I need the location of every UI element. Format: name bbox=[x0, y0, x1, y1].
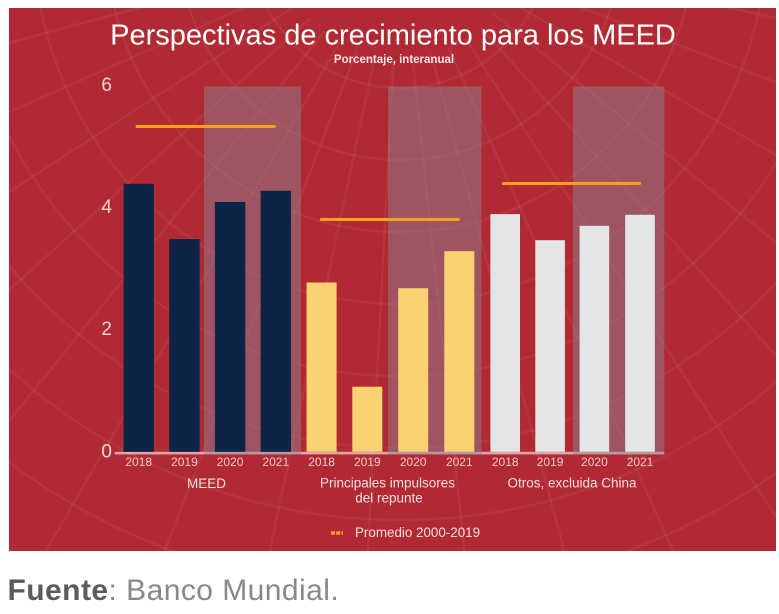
svg-text:2021: 2021 bbox=[627, 455, 654, 469]
svg-text:Porcentaje, interanual: Porcentaje, interanual bbox=[334, 54, 454, 66]
svg-text:2018: 2018 bbox=[125, 455, 152, 469]
svg-text:2019: 2019 bbox=[171, 455, 198, 469]
svg-text:del repunte: del repunte bbox=[355, 490, 423, 505]
svg-text:Otros, excluida China: Otros, excluida China bbox=[507, 476, 637, 491]
svg-text:4: 4 bbox=[101, 197, 112, 218]
svg-text:2018: 2018 bbox=[308, 455, 335, 469]
svg-text:2019: 2019 bbox=[537, 455, 564, 469]
svg-text:0: 0 bbox=[101, 441, 112, 462]
svg-text:2021: 2021 bbox=[446, 455, 473, 469]
svg-text:Promedio 2000-2019: Promedio 2000-2019 bbox=[355, 525, 480, 540]
svg-text:Perspectivas de crecimiento pa: Perspectivas de crecimiento para los MEE… bbox=[110, 20, 676, 52]
svg-text:Principales impulsores: Principales impulsores bbox=[320, 476, 455, 491]
svg-text:2: 2 bbox=[101, 319, 112, 340]
svg-text:2021: 2021 bbox=[262, 455, 289, 469]
svg-text:2019: 2019 bbox=[354, 455, 381, 469]
svg-text:2020: 2020 bbox=[581, 455, 608, 469]
svg-text:MEED: MEED bbox=[187, 476, 226, 491]
svg-text:2018: 2018 bbox=[492, 455, 519, 469]
svg-text:2020: 2020 bbox=[400, 455, 427, 469]
svg-text:2020: 2020 bbox=[217, 455, 244, 469]
svg-text:6: 6 bbox=[101, 75, 112, 96]
